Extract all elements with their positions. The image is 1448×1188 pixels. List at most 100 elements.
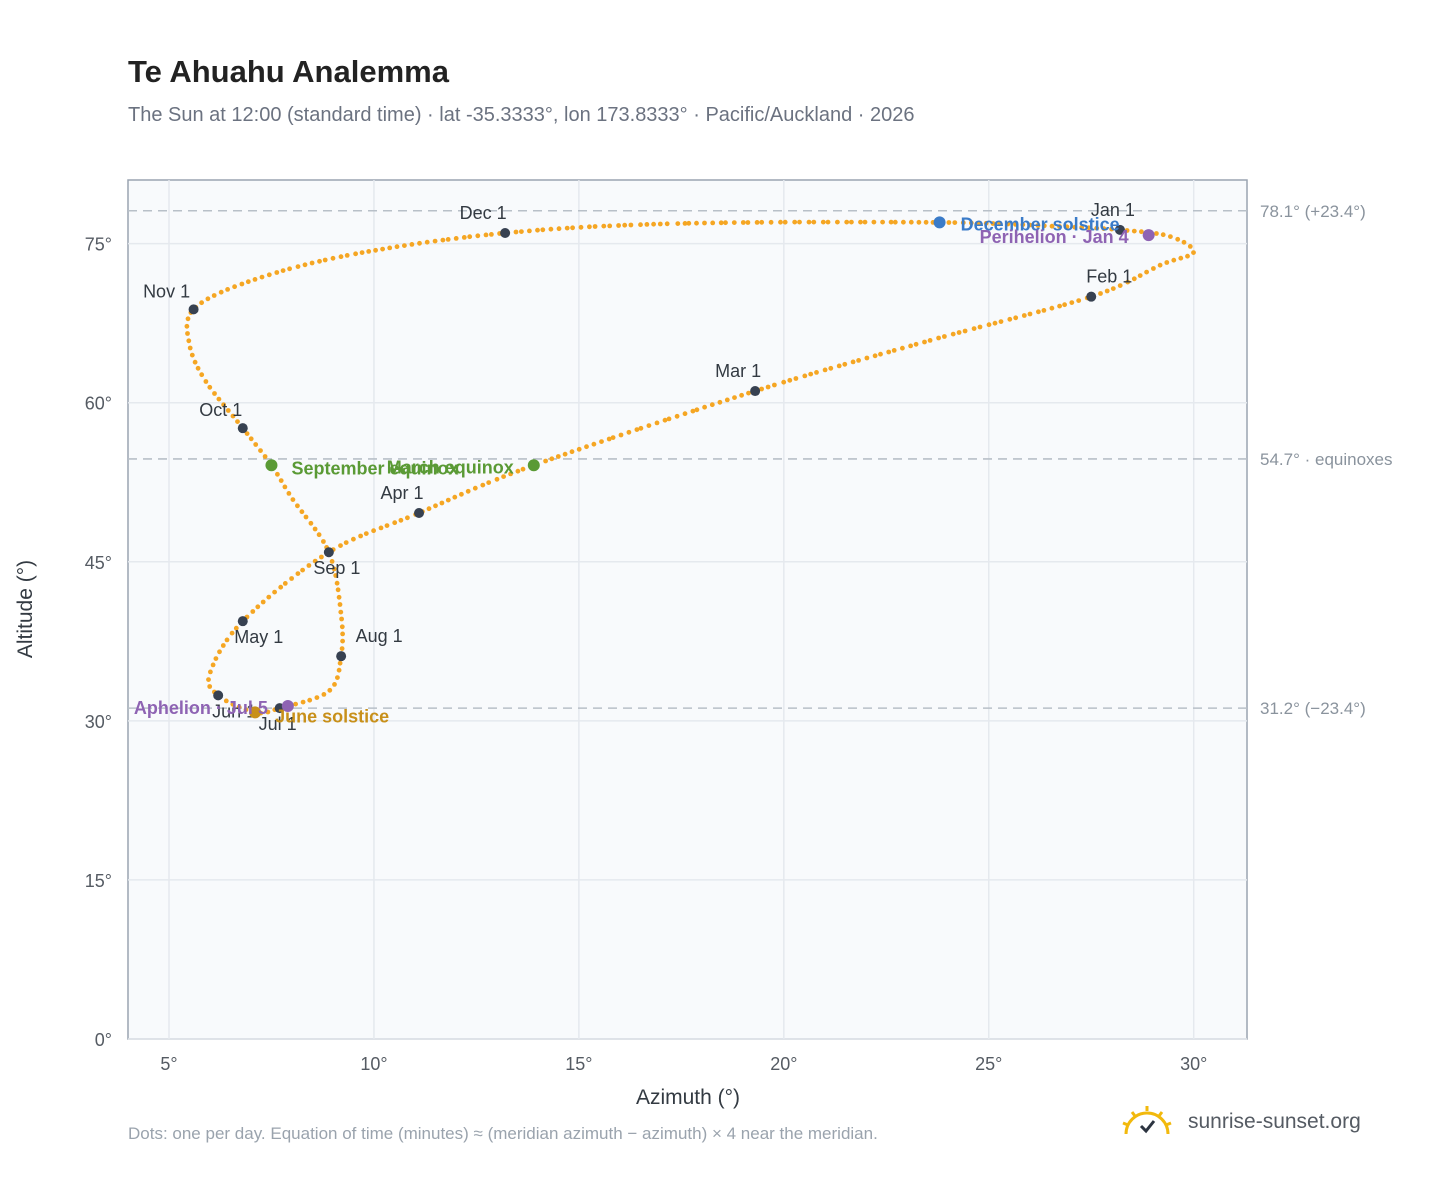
day-dot [998, 319, 1004, 324]
day-dot [480, 482, 486, 488]
day-dot [913, 341, 919, 347]
day-dot [225, 408, 231, 413]
day-dot [339, 616, 344, 622]
day-dot [1049, 223, 1055, 229]
day-dot [1064, 224, 1070, 230]
day-dot [1181, 239, 1187, 245]
day-dot [333, 573, 339, 578]
day-dot [601, 223, 607, 229]
day-dot [782, 219, 788, 225]
day-dot [380, 246, 385, 252]
day-dot [459, 491, 464, 497]
day-dot [225, 287, 231, 292]
day-dot [472, 485, 478, 491]
day-dot [1057, 303, 1062, 309]
day-dot [591, 441, 597, 447]
day-dot [1098, 291, 1103, 296]
day-dot [250, 609, 256, 614]
day-dot [1072, 224, 1078, 230]
month-marker [1114, 224, 1125, 235]
day-dot [1110, 286, 1116, 291]
day-dot [765, 384, 771, 390]
day-dot [717, 399, 723, 405]
day-dot [856, 358, 861, 363]
day-dot [373, 247, 378, 253]
day-dot [1185, 253, 1190, 259]
day-dot [494, 476, 500, 482]
day-dot [1013, 315, 1019, 321]
month-label: Mar 1 [715, 361, 761, 381]
day-dot [232, 284, 238, 290]
day-dot [610, 435, 616, 440]
day-dot [802, 373, 808, 379]
plot-background [127, 179, 1248, 1040]
day-dot [836, 363, 842, 369]
day-dot [983, 220, 989, 226]
month-marker [500, 228, 511, 239]
x-tick-label: 25° [975, 1054, 1002, 1074]
event-label: March equinox [387, 457, 514, 477]
day-dot [317, 258, 322, 264]
day-dot [224, 637, 230, 643]
day-dot [1178, 255, 1184, 261]
month-marker [188, 304, 199, 315]
day-dot [312, 526, 318, 532]
day-dot [321, 692, 327, 697]
day-dot [307, 697, 313, 703]
day-dot [239, 281, 245, 287]
day-dot [486, 480, 492, 485]
day-dot [842, 361, 848, 367]
day-dot [306, 563, 312, 568]
day-dot [694, 220, 699, 226]
day-dot [808, 371, 814, 377]
day-dot [740, 220, 746, 225]
day-dot [371, 528, 376, 534]
day-dot [211, 293, 217, 298]
day-dot [862, 219, 868, 225]
day-dot [282, 484, 288, 490]
day-dot [286, 491, 292, 496]
day-dot [835, 219, 840, 225]
day-dot [587, 224, 592, 230]
month-label: Nov 1 [143, 281, 190, 301]
x-axis-label: Azimuth (°) [636, 1086, 740, 1109]
day-dot [259, 274, 265, 280]
month-marker [1086, 291, 1097, 302]
day-dot [501, 474, 506, 479]
day-dot [359, 250, 365, 256]
day-dot [1086, 225, 1092, 231]
day-dot [244, 431, 250, 436]
event-marker [527, 459, 540, 472]
day-dot [280, 268, 286, 273]
day-dot [287, 266, 292, 272]
month-label: Jun 1 [212, 701, 256, 721]
brand[interactable]: sunrise-sunset.org [1120, 1104, 1361, 1140]
day-dot [746, 390, 751, 396]
day-dot [220, 643, 226, 648]
day-dot [384, 523, 390, 528]
day-dot [646, 423, 652, 428]
day-dot [754, 220, 760, 225]
day-dot [216, 396, 222, 402]
day-dot [340, 638, 345, 644]
day-dot [1109, 226, 1114, 232]
event-marker [281, 700, 294, 713]
day-dot [192, 359, 198, 365]
day-dot [850, 359, 856, 365]
day-dot [266, 272, 272, 278]
day-dot [339, 646, 345, 651]
day-dot [814, 370, 819, 375]
month-marker [750, 386, 761, 397]
day-dot [702, 404, 707, 410]
day-dot [880, 219, 885, 225]
y-tick-label: 0° [95, 1030, 112, 1050]
day-dot [1035, 223, 1041, 228]
day-dot [1069, 300, 1075, 305]
day-dot [300, 567, 305, 573]
day-dot [1007, 316, 1013, 322]
day-dot [426, 506, 432, 512]
day-dot [274, 270, 280, 275]
day-dot [314, 695, 320, 700]
day-dot [336, 667, 342, 673]
month-label: Oct 1 [199, 400, 242, 420]
